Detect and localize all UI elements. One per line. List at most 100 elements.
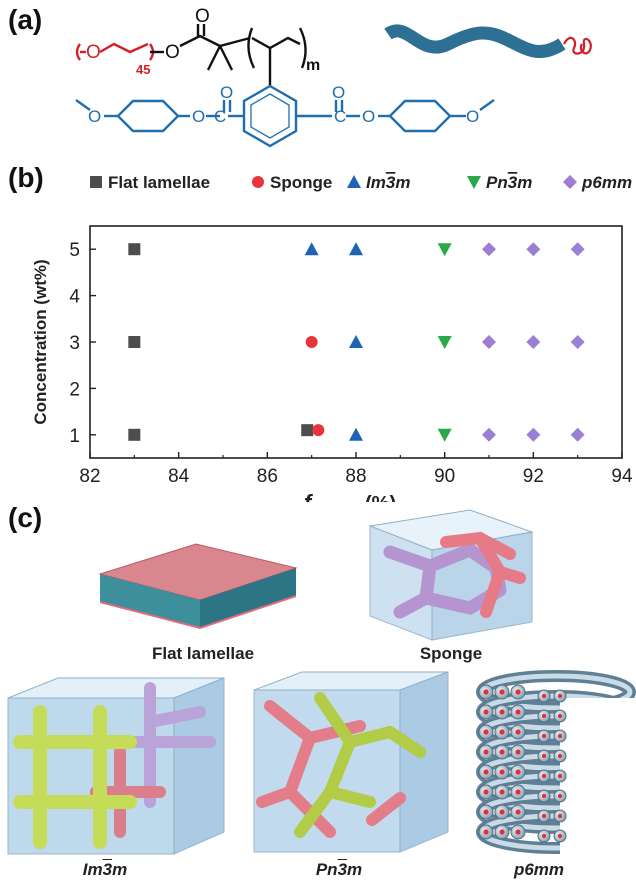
left-ester-oxygen: O (192, 107, 205, 126)
legend-label-prefix: Im (366, 173, 386, 192)
data-point-series-2 (349, 242, 363, 256)
cylinder-core (499, 809, 505, 815)
data-point-series-1 (312, 424, 325, 437)
pn3m-rendering (253, 671, 449, 853)
x-tick-label: 90 (434, 466, 455, 487)
cylinder-core (499, 769, 505, 775)
data-point-series-4 (570, 335, 585, 349)
data-point-series-4 (482, 427, 496, 442)
data-points (128, 242, 585, 442)
cylinder-core (499, 689, 505, 695)
x-tick-label: 92 (523, 466, 544, 487)
caption-im3m: Im3m (50, 860, 160, 880)
left-ether-oxygen: O (88, 107, 101, 126)
data-point-series-0 (301, 424, 314, 437)
cylinder-core (515, 729, 521, 735)
caption-p6mm: p6mm (513, 860, 565, 879)
cylinder-core (541, 713, 547, 719)
peo-block (75, 42, 155, 61)
cylinder-core (499, 789, 505, 795)
data-point-series-4 (570, 427, 585, 442)
cutaway (560, 698, 636, 858)
cylinder-core (541, 773, 547, 779)
cylinder-core (483, 769, 489, 775)
phase-diagram-plot: Flat lamellae Sponge Im3m Pn3m p6mm 82 84 86 88… (31, 173, 633, 502)
legend-label-3: Pn3m (486, 173, 532, 192)
left-ester-carbon: C (214, 107, 226, 126)
legend-marker-0 (90, 176, 102, 188)
legend-marker-1 (252, 176, 264, 188)
legend-label-2: Im3m (366, 173, 410, 192)
chemical-structure: O 45 O O m (75, 6, 592, 148)
x-axis-label: fPMPCS(%) (304, 490, 396, 502)
caption-im3m-bar: 3 (102, 860, 113, 879)
cylinder-core (515, 749, 521, 755)
data-point-series-3 (437, 428, 452, 442)
cylinder-core (515, 809, 521, 815)
sponge-rendering (368, 509, 534, 641)
data-point-series-4 (482, 242, 496, 257)
carbonyl-oxygen-atom: O (195, 6, 210, 27)
caption-pn3m-prefix: Pn (315, 860, 338, 879)
right-ester-oxygen: O (362, 107, 375, 126)
legend-label-prefix: Pn (486, 173, 508, 192)
caption-im3m-prefix: Im (82, 860, 103, 879)
panel-label-c: (c) (8, 502, 43, 533)
x-tick-label: 84 (168, 466, 190, 487)
peo-coil-tail (563, 36, 592, 55)
legend-label-0: Flat lamellae (108, 173, 210, 192)
cylinder-core (557, 693, 563, 699)
legend-label-suffix: m (395, 173, 410, 192)
legend-marker-2 (347, 175, 361, 188)
rod-coil-schematic (384, 24, 566, 59)
y-tick-label: 5 (69, 240, 80, 261)
caption-sponge: Sponge (419, 644, 483, 663)
x-tick-label: 86 (257, 466, 278, 487)
legend-label-suffix: m (517, 173, 532, 192)
y-tick-label: 4 (69, 287, 80, 308)
flat-lamellae-rendering (98, 543, 298, 630)
backbone (150, 24, 307, 86)
data-point-series-0 (128, 336, 141, 348)
cylinder-core (483, 829, 489, 835)
pmpcs-repeat-subscript: m (306, 57, 320, 74)
p6mm-rendering (476, 670, 636, 858)
legend-label-1: Sponge (270, 173, 332, 192)
cylinder-core (557, 773, 563, 779)
cylinder-core (483, 789, 489, 795)
cylinder-core (557, 753, 563, 759)
panel-label-a: (a) (8, 4, 43, 35)
cylinder-core (557, 793, 563, 799)
ester-oxygen-atom: O (165, 42, 180, 63)
data-point-series-4 (526, 242, 541, 257)
data-point-series-0 (128, 243, 141, 256)
x-tick-label: 82 (79, 466, 100, 487)
mesogen-side-group (75, 84, 495, 148)
data-point-series-4 (526, 427, 541, 442)
y-axis-label: Concentration (wt%) (31, 259, 50, 424)
cylinder-core (483, 809, 489, 815)
cylinder-core (541, 753, 547, 759)
x-axis-label-unit: (%) (365, 493, 396, 502)
cylinder-core (557, 713, 563, 719)
legend-marker-3 (467, 176, 481, 189)
cylinder-core (499, 829, 505, 835)
cylinder-core (483, 749, 489, 755)
cylinder-core (541, 833, 547, 839)
cylinder-core (499, 709, 505, 715)
legend: Flat lamellae Sponge Im3m Pn3m p6mm (90, 173, 632, 192)
cylinder-core (483, 709, 489, 715)
y-tick-label: 1 (69, 426, 80, 447)
legend-marker-4 (563, 175, 577, 189)
cylinder-core (541, 813, 547, 819)
data-point-series-4 (482, 335, 496, 349)
cylinder-core (515, 829, 521, 835)
cylinder-core (515, 709, 521, 715)
data-point-series-3 (437, 336, 452, 349)
caption-pn3m: Pn3m (284, 860, 394, 880)
panel-label-b: (b) (8, 162, 44, 193)
data-point-series-4 (526, 335, 541, 349)
caption-pn3m-bar: 3 (337, 860, 348, 879)
cylinder-core (557, 733, 563, 739)
x-tick-label: 88 (345, 466, 366, 487)
